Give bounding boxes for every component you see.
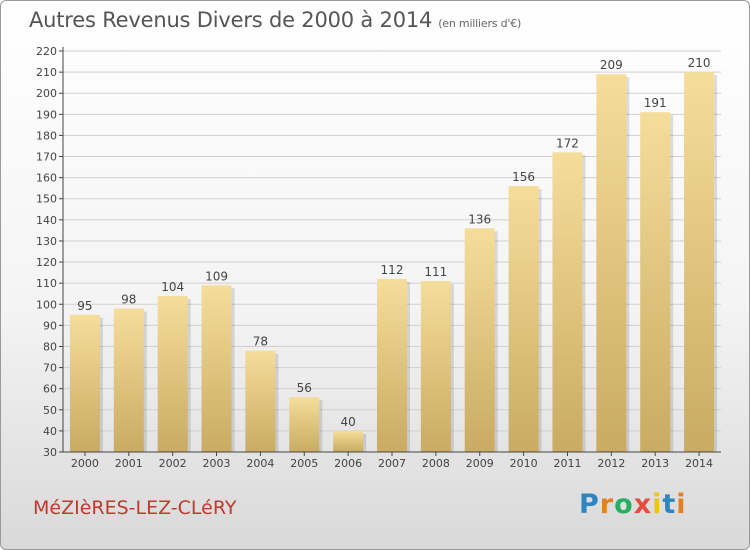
logo-letter: o xyxy=(614,489,634,520)
y-tick-label: 220 xyxy=(36,45,57,58)
bar xyxy=(420,281,451,452)
y-tick-label: 190 xyxy=(36,108,57,121)
y-tick-label: 160 xyxy=(36,172,57,185)
y-tick-label: 90 xyxy=(43,319,57,332)
x-tick-label: 2013 xyxy=(641,457,669,470)
bar xyxy=(69,314,100,452)
bar xyxy=(157,295,188,452)
data-label: 40 xyxy=(340,415,355,429)
y-tick-label: 30 xyxy=(43,446,57,459)
bar xyxy=(333,430,364,452)
y-tick-label: 150 xyxy=(36,193,57,206)
x-tick-label: 2005 xyxy=(290,457,318,470)
x-tick-label: 2003 xyxy=(203,457,231,470)
y-tick-label: 40 xyxy=(43,425,57,438)
y-tick-label: 110 xyxy=(36,277,57,290)
data-label: 210 xyxy=(688,56,711,70)
logo-letter: r xyxy=(599,489,615,520)
bar xyxy=(245,350,276,452)
bar xyxy=(289,397,320,452)
y-tick-label: 210 xyxy=(36,66,57,79)
data-label: 156 xyxy=(512,170,535,184)
x-tick-label: 2004 xyxy=(246,457,274,470)
x-tick-label: 2008 xyxy=(422,457,450,470)
y-tick-label: 180 xyxy=(36,129,57,142)
x-tick-label: 2007 xyxy=(378,457,406,470)
data-label: 104 xyxy=(161,280,184,294)
y-tick-label: 170 xyxy=(36,151,57,164)
y-tick-label: 140 xyxy=(36,214,57,227)
data-label: 112 xyxy=(381,263,404,277)
data-label: 98 xyxy=(121,292,136,306)
unit-note: (en milliers d'€) xyxy=(438,17,522,30)
y-tick-label: 200 xyxy=(36,87,57,100)
bar xyxy=(113,308,144,452)
x-tick-label: 2000 xyxy=(71,457,99,470)
y-tick-label: 130 xyxy=(36,235,57,248)
data-label: 56 xyxy=(297,381,312,395)
logo-letter: t xyxy=(662,489,677,520)
data-label: 172 xyxy=(556,136,579,150)
bar xyxy=(508,186,539,453)
bar xyxy=(464,228,495,452)
y-tick-label: 50 xyxy=(43,404,57,417)
x-tick-label: 2014 xyxy=(685,457,713,470)
bar xyxy=(377,278,407,452)
chart-title: Autres Revenus Divers de 2000 à 2014 (en … xyxy=(29,8,521,32)
proxiti-logo[interactable]: Proxiti xyxy=(579,489,687,520)
bar xyxy=(201,285,232,452)
y-tick-label: 60 xyxy=(43,383,57,396)
data-label: 109 xyxy=(205,269,228,283)
logo-letter: x xyxy=(633,489,653,520)
x-tick-label: 2006 xyxy=(334,457,362,470)
data-label: 191 xyxy=(644,96,667,110)
data-label: 136 xyxy=(468,212,491,226)
bar xyxy=(684,72,715,453)
data-label: 111 xyxy=(424,265,447,279)
x-tick-label: 2010 xyxy=(510,457,538,470)
data-label: 209 xyxy=(600,58,623,72)
x-tick-label: 2002 xyxy=(159,457,187,470)
y-tick-label: 80 xyxy=(43,340,57,353)
commune-name: MéZIèRES-LEZ-CLéRY xyxy=(33,497,237,519)
logo-letter: i xyxy=(676,489,687,520)
x-tick-label: 2012 xyxy=(597,457,625,470)
y-tick-label: 120 xyxy=(36,256,57,269)
title-text: Autres Revenus Divers de 2000 à 2014 xyxy=(29,8,433,32)
x-tick-label: 2009 xyxy=(466,457,494,470)
bar xyxy=(552,152,583,452)
x-tick-label: 2011 xyxy=(553,457,581,470)
x-tick-label: 2001 xyxy=(115,457,143,470)
bar xyxy=(596,74,627,452)
y-tick-label: 100 xyxy=(36,298,57,311)
data-label: 95 xyxy=(77,299,92,313)
bar xyxy=(640,112,671,452)
logo-letter: i xyxy=(652,489,663,520)
logo-letter: P xyxy=(579,489,600,520)
data-label: 78 xyxy=(253,335,268,349)
y-tick-label: 70 xyxy=(43,362,57,375)
